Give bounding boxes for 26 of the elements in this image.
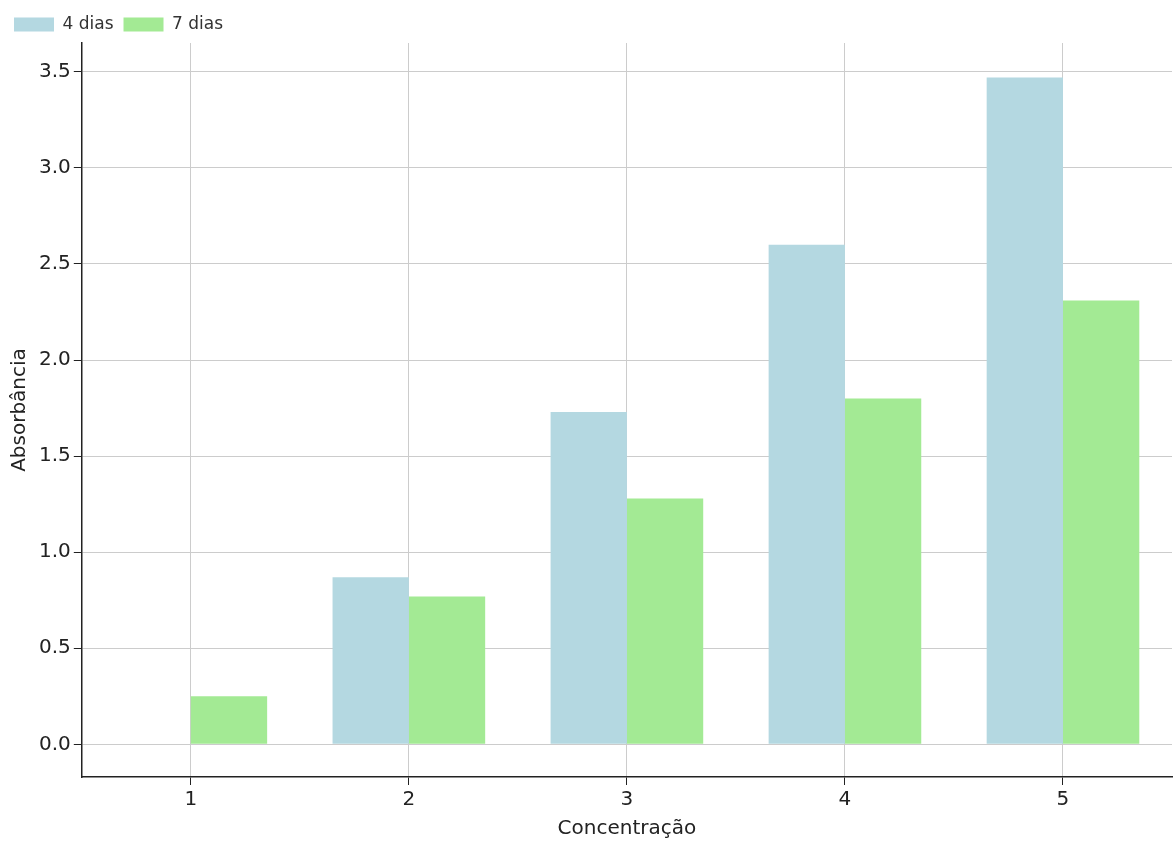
- y-tick-label: 1.0: [38, 538, 71, 563]
- x-tick-label: 5: [1056, 786, 1070, 811]
- bar: [550, 411, 627, 744]
- bar: [408, 596, 486, 744]
- x-tick-label: 2: [402, 786, 416, 811]
- x-axis-title: Concentração: [557, 815, 697, 840]
- x-tick-label: 3: [620, 786, 634, 811]
- y-tick-label: 2.0: [38, 346, 71, 371]
- bar: [844, 398, 922, 744]
- y-tick-label: 3.5: [38, 58, 71, 83]
- y-tick-label: 0.0: [38, 730, 71, 755]
- y-tick-label: 2.5: [38, 250, 71, 275]
- y-axis-title: Absorbância: [6, 348, 31, 472]
- bar: [768, 244, 845, 744]
- bar: [986, 77, 1063, 744]
- y-tick-label: 3.0: [38, 154, 71, 179]
- bar: [332, 577, 409, 744]
- x-tick-label: 4: [838, 786, 852, 811]
- x-tick-label: 1: [184, 786, 198, 811]
- bar: [190, 696, 268, 744]
- bar: [626, 498, 704, 744]
- legend-label: 7 dias: [172, 12, 224, 33]
- y-tick-label: 0.5: [38, 634, 71, 659]
- bar: [1062, 300, 1140, 744]
- y-tick-label: 1.5: [38, 442, 71, 467]
- legend-label: 4 dias: [62, 12, 114, 33]
